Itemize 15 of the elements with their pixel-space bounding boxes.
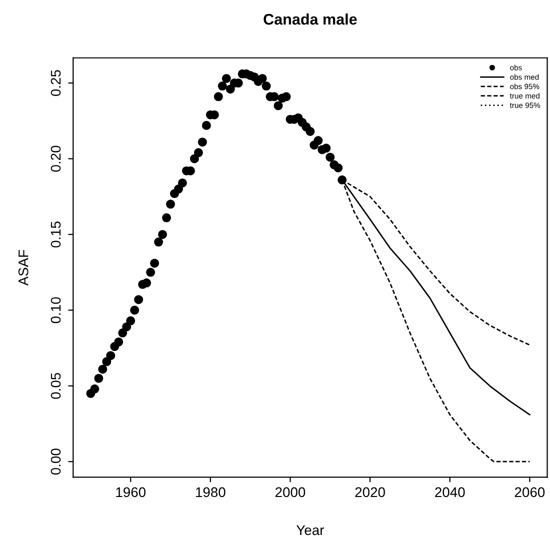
y-tick-label: 0.15 <box>50 222 61 248</box>
x-tick-label: 1980 <box>196 487 226 498</box>
y-tick-label: 0.10 <box>50 297 61 324</box>
x-tick-label: 2060 <box>514 487 545 498</box>
y-tick-label: 0.25 <box>50 70 61 96</box>
y-tick-label: 0.05 <box>50 372 61 399</box>
y-tick-label: 0.20 <box>50 146 61 172</box>
y-tick-label: 0.00 <box>50 448 61 475</box>
x-tick-label: 2020 <box>355 487 385 498</box>
x-tick-label: 2040 <box>435 487 465 498</box>
x-tick-label: 2000 <box>276 487 306 498</box>
y-axis-title: ASAF <box>18 250 28 286</box>
x-axis-title: Year <box>296 525 324 536</box>
chart-title: Canada male <box>264 13 357 25</box>
x-tick-label: 1960 <box>116 487 146 498</box>
